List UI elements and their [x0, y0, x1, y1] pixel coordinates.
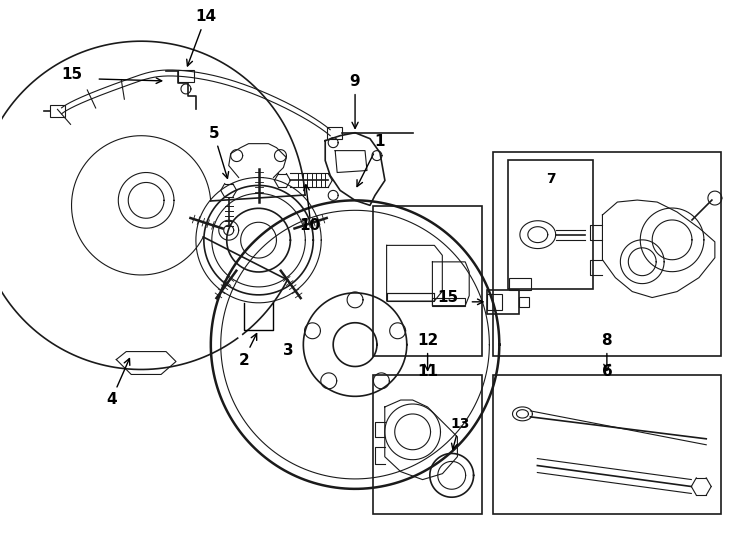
Bar [387, 293, 435, 301]
Text: 9: 9 [349, 74, 360, 129]
Text: 7: 7 [546, 172, 556, 186]
Text: 8: 8 [602, 333, 612, 370]
Bar [508, 160, 593, 289]
Text: 15: 15 [61, 67, 82, 82]
Bar [432, 298, 465, 306]
Text: 1: 1 [357, 133, 385, 186]
Text: 15: 15 [437, 290, 458, 305]
Text: 13: 13 [450, 416, 469, 449]
Text: 4: 4 [106, 359, 130, 407]
Bar [487, 290, 519, 314]
Bar [519, 297, 529, 307]
Bar [373, 375, 482, 515]
Text: 14: 14 [186, 9, 217, 66]
Bar [178, 70, 194, 82]
Text: 5: 5 [208, 126, 228, 178]
Bar [50, 105, 65, 117]
Text: 3: 3 [283, 342, 294, 357]
Bar [493, 375, 722, 515]
Bar [509, 278, 531, 290]
Text: 11: 11 [417, 364, 438, 379]
Bar [487, 294, 502, 310]
Bar [493, 152, 722, 356]
Text: 6: 6 [601, 364, 612, 379]
Text: 12: 12 [417, 333, 438, 370]
Bar [373, 206, 482, 356]
Text: 10: 10 [299, 218, 321, 233]
Text: 2: 2 [239, 334, 257, 368]
Bar [327, 127, 342, 139]
